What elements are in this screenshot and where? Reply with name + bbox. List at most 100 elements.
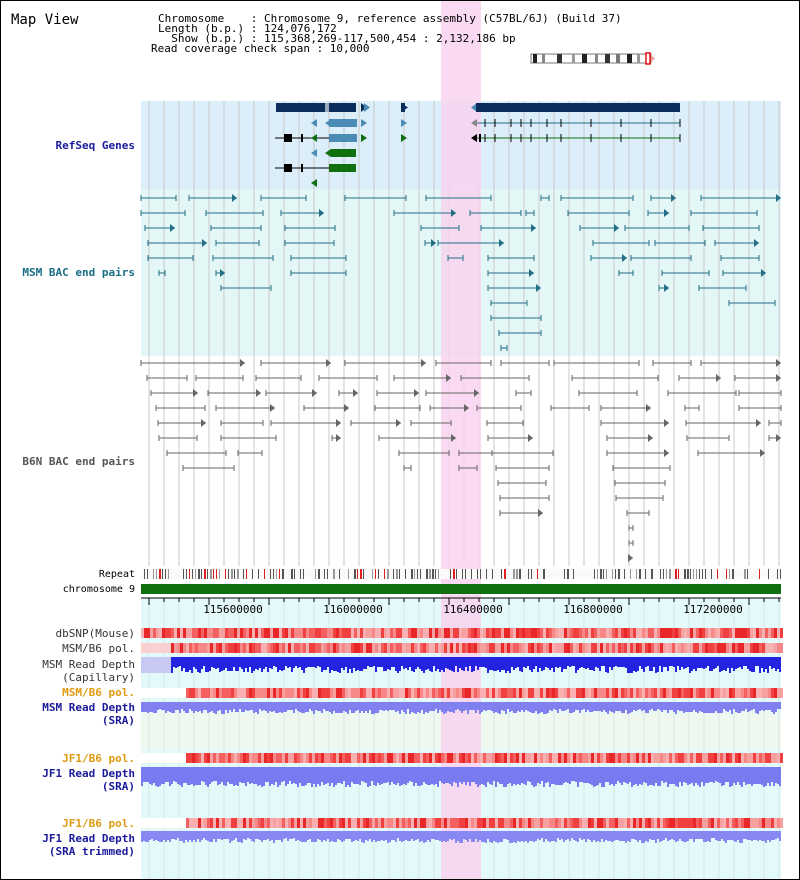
gene-model-3[interactable] [471,103,680,112]
variation-cell [438,818,441,828]
gene-transcript-row6[interactable] [311,179,317,187]
depth-bar [691,767,693,783]
variation-cell [408,643,411,653]
depth-bar [541,831,543,838]
depth-bar [655,657,657,673]
variation-cell [633,643,636,653]
repeat-block [501,569,502,579]
variation-cell [369,818,372,828]
depth-bar [615,702,617,711]
repeat-block [528,569,529,579]
depth-bar [453,767,455,782]
region-highlight[interactable] [441,1,481,879]
variation-cell [672,818,675,828]
variation-cell [141,688,186,698]
chromosome-bar[interactable] [141,584,781,594]
depth-bar [221,702,223,714]
repeat-track[interactable] [144,569,781,579]
bac-arrow [336,434,341,442]
depth-bar [779,767,781,786]
depth-bar [389,767,391,785]
bac-arrow [754,239,759,247]
variation-cell [318,818,321,828]
b6n-bac-end-pairs-track[interactable] [140,359,782,562]
repeat-block [684,569,686,579]
variation-cell [591,818,594,828]
depth-bar [273,702,275,711]
variation-cell [498,643,501,653]
depth-bar [613,831,615,841]
depth-bar [309,657,311,667]
depth-bar [421,657,423,671]
depth-bar [211,702,213,711]
variation-cell [663,688,666,698]
depth-bar [313,767,315,784]
gene-model-1[interactable] [276,103,370,112]
refseq-genes-track[interactable] [275,103,681,187]
depth-bar [609,767,611,785]
depth-bar [389,831,391,842]
variation-cell [162,628,165,638]
variation-cell [216,643,219,653]
variation-cell [600,818,603,828]
variation-cell [201,753,204,763]
depth-bar [585,657,587,669]
repeat-block [417,569,418,579]
variation-cell [381,818,384,828]
depth-bar [485,767,487,787]
variation-cell [738,688,741,698]
depth-bar [717,702,719,713]
variation-cell [477,818,480,828]
depth-bar [261,831,263,842]
variation-cell [219,753,222,763]
variation-cell [201,818,204,828]
variation-cell [552,818,555,828]
depth-bar [213,657,215,668]
depth-bar [341,702,343,713]
variation-cell [468,818,471,828]
depth-bar [379,657,381,667]
repeat-block [237,569,239,579]
depth-bar [495,657,497,671]
depth-bar [327,767,329,783]
depth-bar [543,702,545,714]
depth-bar [381,767,383,784]
gene-transcript-row5[interactable] [275,164,356,172]
variation-cell [390,628,393,638]
depth-bar [771,831,773,840]
depth-bar [333,767,335,787]
depth-bar [305,831,307,842]
variation-cell [753,753,756,763]
variation-cell [768,643,771,653]
gene-transcript-row4[interactable] [311,149,356,157]
depth-bar [737,831,739,840]
depth-bar [521,767,523,783]
variation-depth-tracks[interactable] [141,628,783,843]
repeat-block [663,569,664,579]
depth-bar [393,702,395,710]
variation-cell [777,688,780,698]
depth-bar [603,767,605,787]
bac-arrow [628,554,633,562]
variation-cell [342,688,345,698]
depth-bar [153,702,155,713]
depth-bar [165,767,167,782]
variation-cell [357,818,360,828]
bac-arrow [776,374,781,382]
gene-model-2[interactable] [401,103,408,112]
depth-bar [189,767,191,785]
variation-cell [474,643,477,653]
exon-ticks [484,119,681,142]
msm-bac-end-pairs-track[interactable] [140,194,781,351]
depth-bar [295,831,297,841]
chromosome-ideogram[interactable] [530,52,655,65]
depth-bar [249,767,251,784]
variation-cell [534,818,537,828]
depth-bar [629,702,631,713]
jf1-pol-label: JF1/B6 pol. [62,752,135,765]
depth-bar [253,831,255,842]
variation-cell [450,688,453,698]
variation-cell [690,753,693,763]
depth-bar [339,831,341,840]
bac-arrow [193,389,198,397]
